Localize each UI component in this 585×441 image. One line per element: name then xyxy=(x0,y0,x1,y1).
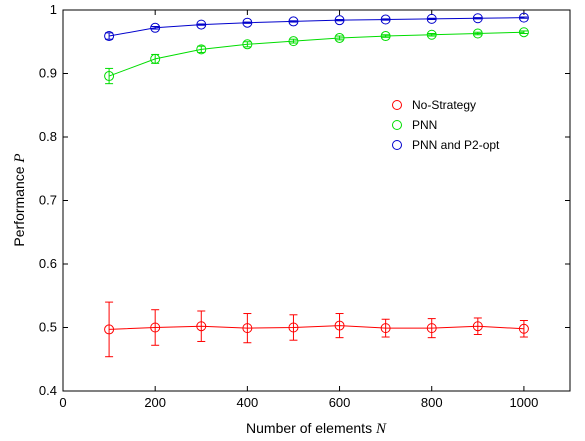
data-point xyxy=(518,27,529,38)
y-axis-label: Performance P xyxy=(11,153,28,246)
y-tick-label: 0.5 xyxy=(39,320,57,335)
plot-area-frame xyxy=(62,9,571,392)
data-point xyxy=(104,31,115,42)
axis-ticks: 0 200 400 600 800 1000 0.4 0.5 0.6 0.7 0.8 0.9 1 xyxy=(39,2,570,410)
data-point xyxy=(426,13,437,24)
legend-marker xyxy=(392,120,402,130)
x-tick-label: 1000 xyxy=(509,395,538,410)
data-point xyxy=(380,14,391,25)
series-line xyxy=(108,31,524,77)
data-point xyxy=(380,323,391,334)
data-point xyxy=(104,324,115,335)
data-point xyxy=(288,322,299,333)
series-pnn-and-p2-opt xyxy=(104,12,529,42)
x-tick-label: 0 xyxy=(59,395,66,410)
series-line xyxy=(109,17,524,37)
y-tick-label: 1 xyxy=(50,2,57,17)
y-tick-label: 0.6 xyxy=(39,256,57,271)
x-axis-label: Number of elements N xyxy=(246,420,387,437)
y-tick-label: 0.7 xyxy=(39,193,57,208)
data-point xyxy=(518,323,529,334)
x-tick-label: 400 xyxy=(237,395,259,410)
data-point xyxy=(242,39,253,50)
data-point xyxy=(426,29,437,40)
series-no-strategy xyxy=(104,301,529,358)
data-point xyxy=(472,28,483,39)
data-point xyxy=(150,22,161,33)
y-axis-variable: P xyxy=(12,153,28,163)
data-point xyxy=(150,322,161,333)
x-tick-label: 600 xyxy=(329,395,351,410)
y-tick-label: 0.8 xyxy=(39,129,57,144)
data-point xyxy=(288,36,299,47)
data-point xyxy=(518,12,529,23)
data-point xyxy=(242,323,253,334)
data-point xyxy=(196,321,207,332)
data-point xyxy=(288,16,299,27)
data-point xyxy=(380,31,391,42)
legend-label: PNN and P2-opt xyxy=(412,138,500,152)
data-point xyxy=(196,19,207,30)
x-axis-variable: N xyxy=(375,421,387,437)
y-tick-label: 0.9 xyxy=(39,66,57,81)
data-point xyxy=(334,32,345,43)
data-point xyxy=(334,15,345,26)
data-point xyxy=(426,323,437,334)
data-point xyxy=(472,321,483,332)
series-pnn xyxy=(104,27,529,85)
legend-label: No-Strategy xyxy=(412,98,476,112)
series-line xyxy=(109,325,524,330)
y-tick-label: 0.4 xyxy=(39,383,57,398)
legend-marker xyxy=(392,140,402,150)
legend-label: PNN xyxy=(412,118,437,132)
data-point xyxy=(334,320,345,331)
data-point xyxy=(104,71,115,82)
data-point xyxy=(196,44,207,55)
x-tick-label: 800 xyxy=(421,395,443,410)
data-point xyxy=(242,17,253,28)
legend-marker xyxy=(392,100,402,110)
series-layer xyxy=(104,12,529,358)
legend: No-Strategy PNN PNN and P2-opt xyxy=(392,98,500,152)
x-tick-label: 200 xyxy=(144,395,166,410)
data-point xyxy=(150,53,161,64)
data-point xyxy=(472,13,483,24)
